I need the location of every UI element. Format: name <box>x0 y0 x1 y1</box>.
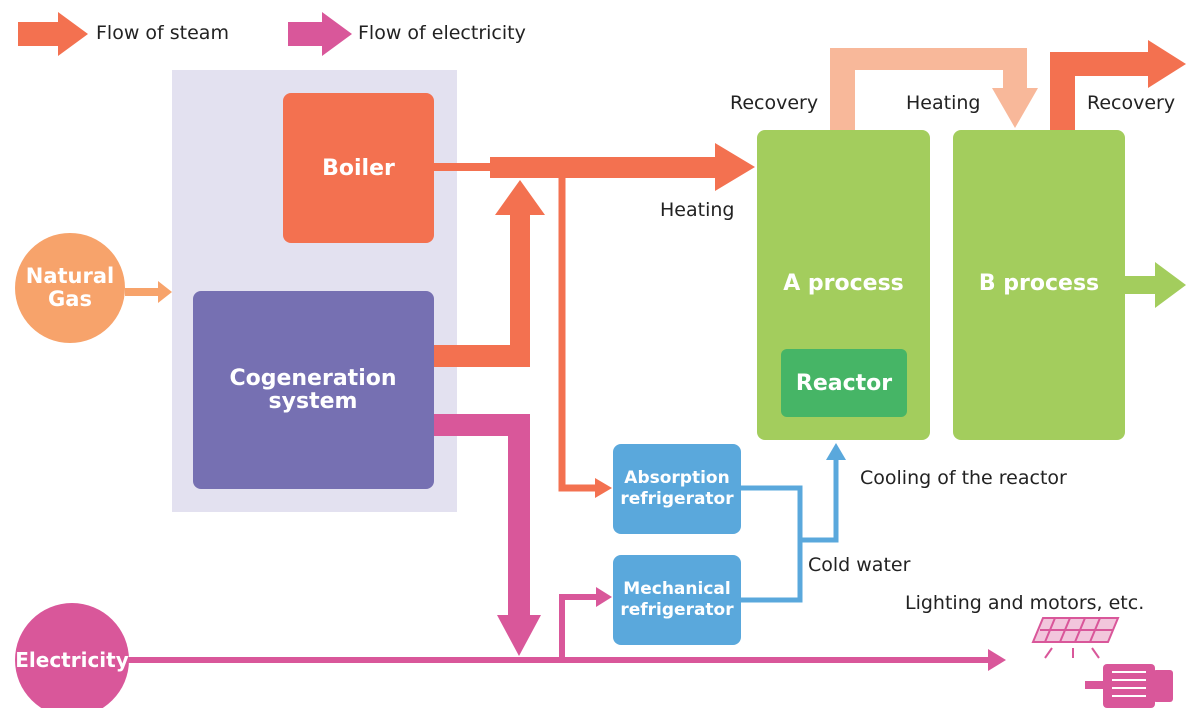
steam-line <box>434 163 494 171</box>
electricity-arrow <box>434 414 541 656</box>
gas-arrow <box>125 281 172 303</box>
node-label: Absorption refrigerator <box>620 468 734 509</box>
node-label: A process <box>783 270 904 296</box>
arrow-head <box>595 478 612 498</box>
steam-arrow <box>490 143 755 191</box>
arrow-head <box>596 587 612 607</box>
b-process-box <box>953 130 1125 440</box>
legend-steam-arrow <box>18 12 88 56</box>
node-label: Natural Gas <box>25 264 115 311</box>
motor-icon <box>1085 664 1173 708</box>
node-label: Electricity <box>15 647 129 672</box>
flow-label: Heating <box>906 92 981 114</box>
absorption-box <box>613 444 741 534</box>
flow-label: Cold water <box>808 554 911 576</box>
flow-label: Heating <box>660 199 735 221</box>
steam-arrow <box>434 180 545 367</box>
legend-electricity-arrow <box>288 12 352 56</box>
electricity-circle <box>15 603 129 708</box>
node-label: Cogeneration system <box>229 366 397 414</box>
flow-label: Recovery <box>730 92 819 114</box>
recovery-arrow <box>1050 40 1186 130</box>
cold-water-line <box>800 458 839 543</box>
legend-label: Flow of steam <box>96 22 229 44</box>
node-label: Boiler <box>322 155 395 181</box>
reactor-box <box>781 349 907 417</box>
boiler-box <box>283 93 434 243</box>
cold-water-line <box>741 485 803 603</box>
node-label: Mechanical refrigerator <box>620 579 734 620</box>
legend-label: Flow of electricity <box>358 22 526 44</box>
arrow-head <box>826 443 846 460</box>
output-arrow <box>1125 262 1186 308</box>
flow-label: Recovery <box>1087 92 1176 114</box>
recovery-arrow <box>830 48 1038 130</box>
steam-line <box>558 178 598 492</box>
mechanical-box <box>613 555 741 645</box>
natural-gas-circle <box>15 233 125 343</box>
electricity-line <box>559 594 598 660</box>
flow-label: Lighting and motors, etc. <box>905 592 1145 614</box>
lighting-icon <box>1031 617 1120 659</box>
cogeneration-box <box>193 291 434 489</box>
arrow-head <box>988 649 1006 671</box>
node-label: B process <box>978 270 1100 296</box>
node-label: Reactor <box>795 370 893 396</box>
flow-label: Cooling of the reactor <box>860 467 1067 489</box>
